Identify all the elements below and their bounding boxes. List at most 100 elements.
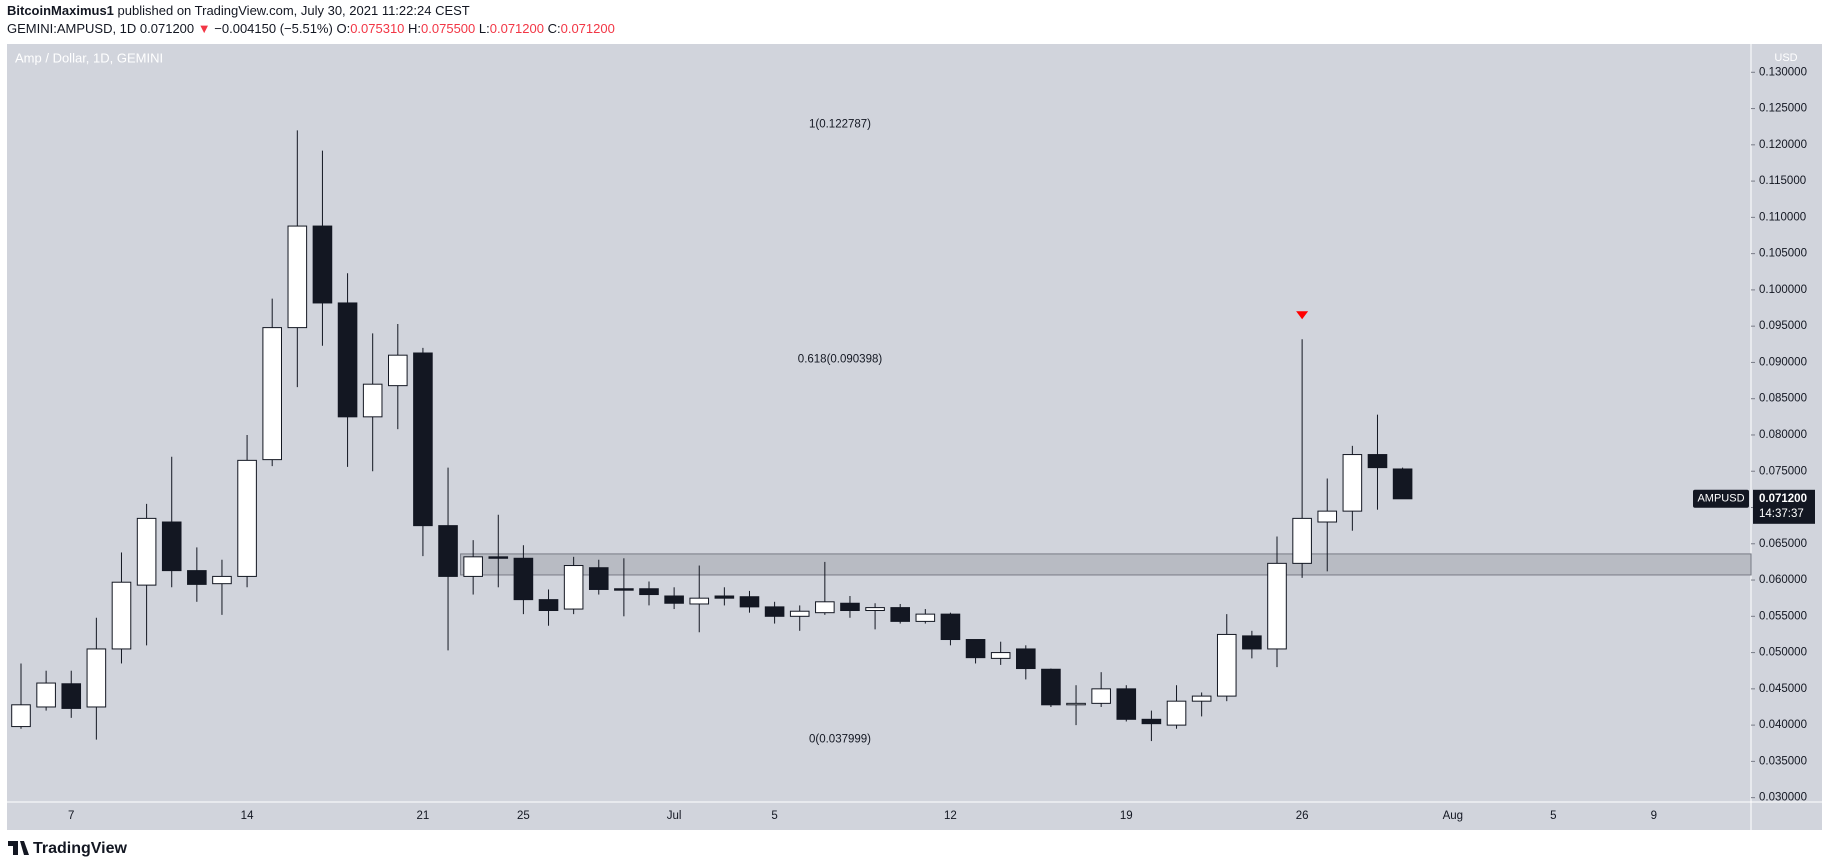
x-tick-label: 5 xyxy=(771,810,777,822)
candle-body xyxy=(86,648,107,708)
candle-body xyxy=(614,588,634,591)
y-tick-label: 0.100000 xyxy=(1759,284,1807,296)
candle-body xyxy=(463,556,483,577)
symbol: GEMINI:AMPUSD, 1D xyxy=(7,21,137,36)
ohlc-label: O: xyxy=(336,21,351,36)
candle-body xyxy=(111,581,132,650)
y-tick-label: 0.110000 xyxy=(1759,211,1806,223)
chart-title: Amp / Dollar, 1D, GEMINI xyxy=(15,50,163,65)
candle-body xyxy=(1267,562,1287,650)
last: 0.071200 xyxy=(139,21,195,36)
candle-body xyxy=(689,597,710,605)
candle-body xyxy=(1392,468,1413,500)
y-tick-label: 0.060000 xyxy=(1759,574,1807,586)
candle-body xyxy=(990,652,1011,659)
candle-body xyxy=(639,588,659,596)
candle-body xyxy=(1191,695,1212,702)
candle-body xyxy=(1216,633,1237,697)
signal-marker xyxy=(1296,311,1309,320)
y-axis-label: USD xyxy=(1774,52,1797,64)
y-tick-label: 0.045000 xyxy=(1759,683,1807,695)
ohlc-label: H: xyxy=(408,21,422,36)
x-tick-label: Jul xyxy=(667,810,682,822)
candle-body xyxy=(588,567,609,590)
candle-body xyxy=(739,596,760,608)
fib-label: 0(0.037999) xyxy=(809,734,871,746)
candle-body xyxy=(36,682,56,708)
candle-body xyxy=(1317,510,1338,523)
logo: TradingView xyxy=(8,840,128,857)
y-tick-label: 0.050000 xyxy=(1759,647,1807,659)
candle-body xyxy=(563,565,584,610)
y-tick-label: 0.075000 xyxy=(1759,465,1807,477)
candle-body xyxy=(161,521,182,572)
x-tick-label: 21 xyxy=(417,810,430,822)
candle-body xyxy=(1016,648,1036,670)
x-tick-label: 5 xyxy=(1550,810,1556,822)
candle-body xyxy=(488,556,509,559)
y-tick-label: 0.035000 xyxy=(1759,755,1807,767)
y-tick-label: 0.085000 xyxy=(1759,393,1807,405)
ohlc-value: 0.075500 xyxy=(421,21,476,36)
y-tick-label: 0.120000 xyxy=(1759,139,1807,151)
candle-body xyxy=(915,613,936,622)
candle-body xyxy=(865,607,885,612)
candle-body xyxy=(362,383,383,418)
y-tick-label: 0.030000 xyxy=(1759,792,1807,804)
ohlc-value: 0.071200 xyxy=(560,21,615,36)
y-tick-label: 0.055000 xyxy=(1759,610,1807,622)
candle-body xyxy=(11,704,31,728)
ohlc-value: 0.071200 xyxy=(489,21,544,36)
support-zone xyxy=(460,553,1752,576)
publish-line: BitcoinMaximus1 published on TradingView… xyxy=(7,3,470,18)
countdown: 14:37:37 xyxy=(1759,508,1804,520)
x-tick-label: Aug xyxy=(1443,810,1463,822)
ohlc-value: 0.075310 xyxy=(350,21,405,36)
candle-body xyxy=(789,610,810,617)
ohlc: O:0.075310 H:0.075500 L:0.071200 C:0.071… xyxy=(336,21,614,36)
candle-body xyxy=(1116,688,1137,720)
candle-body xyxy=(438,525,458,577)
symbol-tag: AMPUSD xyxy=(1697,493,1744,505)
candle-body xyxy=(136,517,157,586)
y-tick-label: 0.125000 xyxy=(1759,103,1807,115)
candle-body xyxy=(840,602,860,612)
candle-body xyxy=(1166,700,1187,726)
brand: TradingView xyxy=(33,840,128,857)
x-tick-label: 26 xyxy=(1296,810,1309,822)
candle-body xyxy=(513,557,534,601)
candle-body xyxy=(714,595,735,599)
y-tick-label: 0.130000 xyxy=(1759,66,1807,78)
candle-body xyxy=(287,225,308,329)
candle-body xyxy=(1342,454,1363,512)
x-tick-label: 19 xyxy=(1120,810,1133,822)
x-tick-label: 25 xyxy=(517,810,530,822)
candle-body xyxy=(1141,718,1162,725)
candle-body xyxy=(1091,688,1111,704)
last-price: 0.071200 xyxy=(1759,493,1807,505)
y-tick-label: 0.065000 xyxy=(1759,538,1807,550)
candle-body xyxy=(538,599,559,612)
ohlc-label: C: xyxy=(547,21,561,36)
symbol-line: GEMINI:AMPUSD, 1D 0.071200 ▼ −0.004150 (… xyxy=(7,21,615,36)
ohlc-label: L: xyxy=(478,21,490,36)
candle-body xyxy=(337,302,358,418)
fib-label: 1(0.122787) xyxy=(809,119,871,131)
author: BitcoinMaximus1 xyxy=(7,3,114,18)
price-tag xyxy=(1753,489,1815,524)
candle-body xyxy=(764,606,785,617)
candle-body xyxy=(413,352,433,527)
candle-body xyxy=(940,613,961,641)
x-tick-label: 14 xyxy=(241,810,254,822)
fib-label: 0.618(0.090398) xyxy=(798,354,883,366)
x-tick-label: 7 xyxy=(68,810,74,822)
candle-body xyxy=(237,459,257,577)
y-tick-label: 0.040000 xyxy=(1759,719,1807,731)
y-tick-label: 0.115000 xyxy=(1759,175,1806,187)
published: published on TradingView.com, July 30, 2… xyxy=(117,3,470,18)
candle-body xyxy=(312,225,333,304)
candle-body xyxy=(61,683,82,709)
y-tick-label: 0.105000 xyxy=(1759,248,1807,260)
